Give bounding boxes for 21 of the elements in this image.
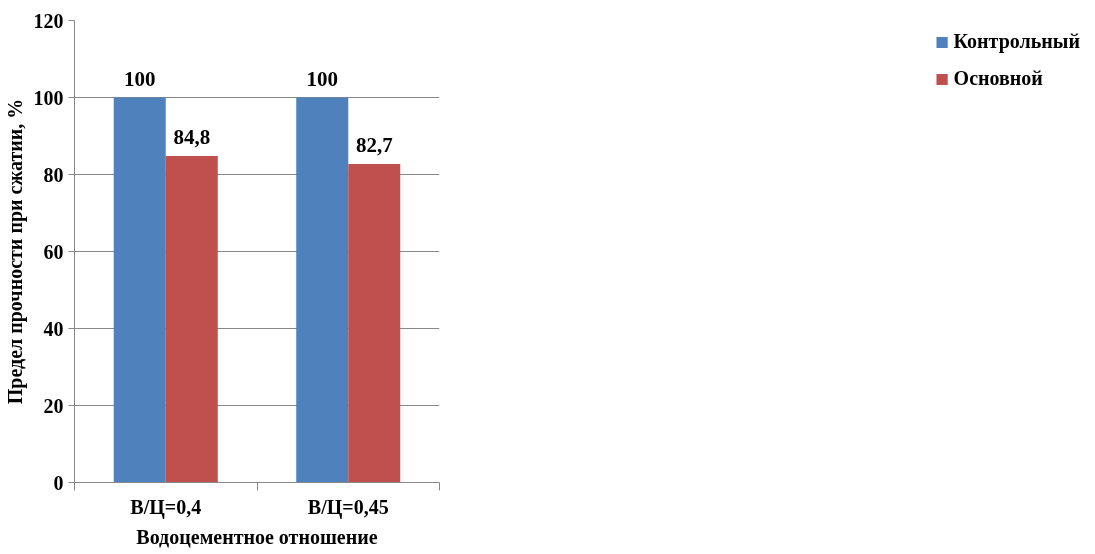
y-tick-label: 120 (33, 9, 64, 32)
y-tick-label: 20 (43, 394, 64, 417)
y-tick-label: 40 (43, 317, 64, 340)
legend-label: Контрольный (953, 30, 1080, 53)
y-axis-title: Предел прочности при сжатии, % (3, 98, 27, 405)
data-label: 84,8 (173, 125, 211, 150)
x-tick-label: В/Ц=0,45 (307, 495, 389, 519)
y-tick-label: 0 (53, 471, 64, 494)
x-tick-label: В/Ц=0,4 (130, 495, 202, 519)
data-label: 82,7 (355, 133, 393, 158)
bar (113, 97, 166, 483)
bar (348, 164, 401, 483)
x-axis-title: Водоцементное отношение (136, 525, 378, 548)
bar (296, 97, 349, 483)
y-tick-label: 60 (43, 240, 64, 263)
y-tick-label: 80 (43, 163, 64, 186)
bar (165, 156, 218, 483)
y-tick-label: 100 (33, 86, 64, 109)
data-label: 100 (123, 66, 156, 91)
legend-label: Основной (953, 67, 1043, 90)
data-label: 100 (306, 66, 338, 91)
